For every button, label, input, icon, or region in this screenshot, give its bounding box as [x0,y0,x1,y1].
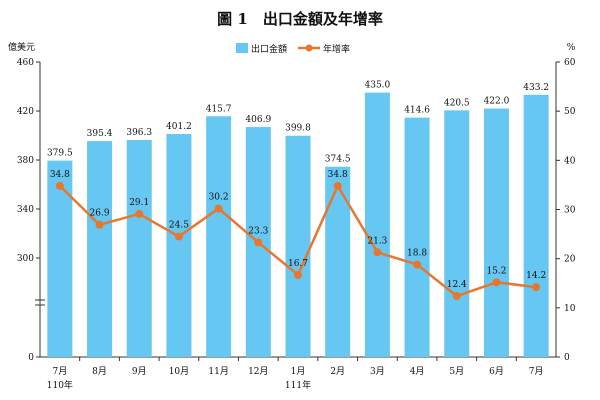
growth-value-label: 21.3 [367,236,387,246]
x-tick-label: 2月 [330,366,345,377]
x-tick-label: 8月 [92,366,107,377]
bar-value-label: 420.5 [444,98,470,108]
growth-point [532,283,541,292]
x-tick-label: 11月 [208,366,228,377]
growth-value-label: 23.3 [248,226,268,236]
legend-line-marker [305,44,313,52]
right-tick-label: 30 [564,206,576,216]
legend-bar-swatch [236,43,248,53]
bar [126,140,152,357]
x-tick-label: 7月 [529,366,544,377]
bar [87,141,113,357]
bar-value-label: 414.6 [404,106,430,116]
bar [444,110,470,357]
left-tick-label: 420 [17,107,34,117]
x-tick-label: 9月 [132,366,147,377]
growth-value-label: 24.5 [169,221,189,231]
bar-value-label: 422.0 [484,97,510,107]
x-axis-labels: 7月 110年 8月 9月 10月 11月 12月 1月 111年 2月 3月 4月 5月 6月 7月 [47,366,544,391]
growth-value-label: 18.8 [407,249,427,259]
right-tick-label: 0 [564,353,570,363]
bar [325,166,351,357]
bar-value-label: 401.2 [166,122,192,132]
left-tick-label: 460 [17,58,34,68]
growth-point [492,278,501,287]
growth-point [373,248,382,257]
growth-value-label: 30.2 [209,193,229,203]
growth-point [452,292,461,301]
legend: 出口金額 年增率 [236,43,350,55]
growth-point [254,238,263,247]
growth-value-label: 26.9 [90,209,110,219]
growth-value-label: 34.8 [328,170,348,180]
bars [47,92,549,358]
x-tick-label: 3月 [370,366,385,377]
growth-point [55,181,64,190]
bar [483,108,509,357]
bar-value-label: 435.0 [365,81,391,91]
bar-value-label: 415.7 [206,104,232,114]
bar-value-label: 396.3 [126,128,152,138]
bar-value-label: 433.2 [523,83,549,93]
x-tick-label: 4月 [410,366,425,377]
growth-point [95,220,104,229]
x-tick-label: 10月 [169,366,189,377]
bar [206,116,232,357]
right-tick-label: 40 [564,156,576,166]
bar [47,160,73,357]
bar [523,94,549,357]
growth-point [214,204,223,213]
bar-value-label: 379.5 [47,149,73,159]
right-axis-unit: % [567,43,576,53]
right-tick-label: 60 [564,58,576,68]
year-label: 110年 [47,379,73,391]
bar [166,134,192,357]
growth-value-label: 15.2 [486,266,506,276]
growth-point [135,209,144,218]
x-tick-label: 1月 [291,366,306,377]
bar-value-label: 374.5 [325,155,351,165]
bar-value-label: 395.4 [87,129,113,139]
bar [404,117,430,358]
x-tick-label: 5月 [449,366,464,377]
right-tick-label: 10 [564,304,576,314]
right-tick-label: 50 [564,107,576,117]
bar [364,92,390,357]
growth-value-label: 12.4 [447,280,467,290]
left-axis-unit: 億美元 [8,41,35,53]
bar [285,135,311,357]
year-label: 111年 [285,379,311,391]
x-tick-label: 7月 [52,366,67,377]
legend-bar-label: 出口金額 [251,43,287,55]
axes: 460 420 380 340 300 0 60 50 40 30 20 10 0 [17,58,576,363]
growth-value-label: 16.7 [288,259,308,269]
left-tick-label: 0 [28,353,34,363]
left-tick-label: 380 [17,156,34,166]
growth-point [333,181,342,190]
growth-point [294,270,302,279]
x-tick-label: 12月 [248,366,268,377]
growth-line: 34.8 26.9 29.1 24.5 30.2 23.3 16.7 34.8 21.3 18.8… [50,170,546,301]
growth-point [174,232,183,241]
bar-value-label: 406.9 [245,115,271,125]
bar-labels: 379.5 395.4 396.3 401.2 415.7 406.9 399.8 374.5… [47,81,549,165]
left-tick-label: 340 [17,205,34,215]
right-tick-label: 20 [564,255,576,265]
growth-value-label: 34.8 [50,170,70,180]
bar-value-label: 399.8 [285,124,311,134]
x-tick-label: 6月 [489,366,504,377]
chart-title: 圖 1 出口金額及年增率 [217,10,383,28]
growth-value-label: 29.1 [129,198,149,208]
legend-line-label: 年增率 [323,43,350,55]
growth-point [413,260,422,269]
left-tick-label: 300 [17,254,34,264]
growth-value-label: 14.2 [526,271,546,281]
